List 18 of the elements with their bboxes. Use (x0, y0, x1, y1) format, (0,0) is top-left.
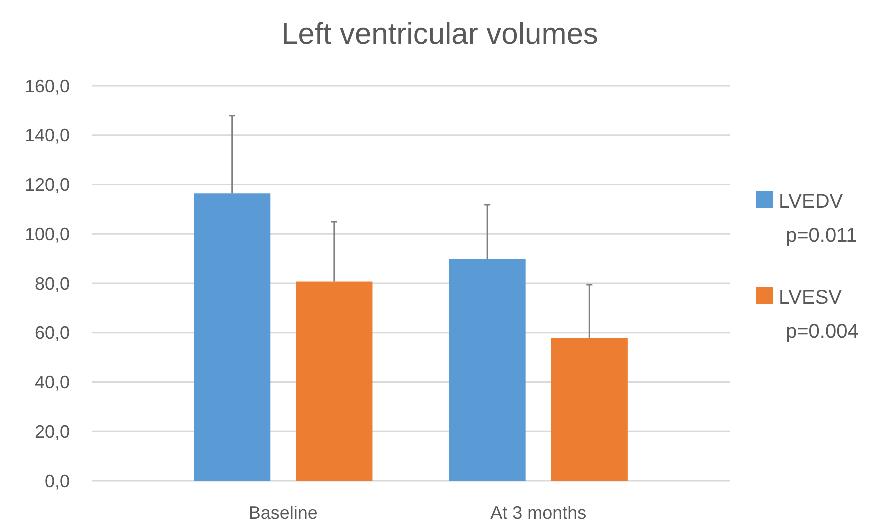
x-tick-label: Baseline (248, 503, 318, 523)
bar (296, 282, 373, 481)
y-tick-label: 120,0 (24, 175, 70, 196)
legend-label: LVEDV p=0.011 (779, 191, 858, 247)
y-tick-label: 20,0 (34, 422, 70, 442)
y-tick-label: 160,0 (24, 76, 70, 96)
y-tick-label: 140,0 (24, 126, 70, 146)
y-tick-label: 40,0 (34, 372, 70, 393)
y-tick-label: 100,0 (24, 224, 70, 244)
y-tick-label: 60,0 (34, 323, 70, 344)
bar (551, 338, 628, 481)
y-tick-label: 80,0 (34, 274, 70, 294)
x-tick-label: At 3 months (490, 503, 587, 523)
y-tick-label: 0,0 (44, 471, 70, 492)
bar (449, 259, 526, 481)
chart-title: Left ventricular volumes (282, 18, 598, 51)
bar (194, 194, 271, 481)
legend-label: LVESV p=0.004 (779, 287, 859, 343)
